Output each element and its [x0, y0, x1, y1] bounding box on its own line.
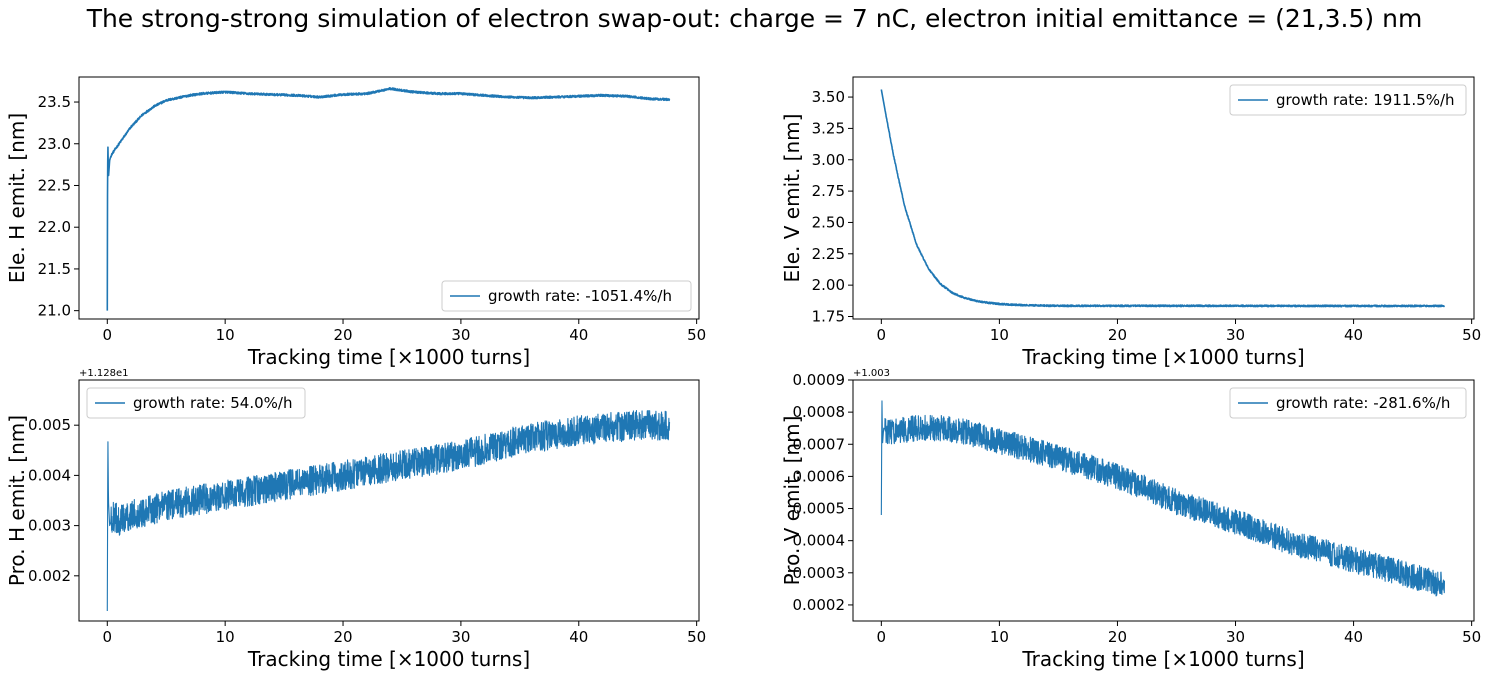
y-tick-label: 22.0	[38, 218, 71, 236]
y-tick-label: 0.0007	[793, 435, 846, 453]
y-axis-label: Pro. V emit. [nm]	[780, 416, 804, 586]
legend-label: growth rate: -281.6%/h	[1276, 394, 1450, 412]
x-tick-label: 40	[569, 628, 588, 646]
series-line	[880, 89, 1446, 308]
y-tick-label: 0.0009	[793, 371, 846, 389]
x-tick-label: 30	[1226, 628, 1245, 646]
y-offset-label: +1.003	[853, 368, 890, 379]
legend-box	[1229, 84, 1467, 116]
x-tick-label: 40	[1344, 326, 1363, 344]
axes-frame	[78, 379, 700, 622]
y-tick-label: 0.0005	[793, 500, 846, 518]
y-axis-label: Ele. V emit. [nm]	[780, 114, 804, 283]
x-tick-label: 0	[877, 628, 887, 646]
y-tick-label: 0.0008	[793, 403, 846, 421]
x-axis-label: Tracking time [×1000 turns]	[1021, 345, 1304, 369]
x-tick-label: 0	[103, 628, 113, 646]
x-tick-label: 20	[1108, 628, 1127, 646]
legend-box	[441, 280, 692, 312]
y-tick-label: 3.50	[812, 88, 845, 106]
x-tick-label: 10	[990, 326, 1009, 344]
x-tick-label: 0	[103, 326, 113, 344]
axes-frame	[852, 76, 1475, 320]
legend-label: growth rate: -1051.4%/h	[488, 287, 672, 305]
x-tick-label: 10	[990, 628, 1009, 646]
x-tick-label: 30	[1226, 326, 1245, 344]
y-tick-label: 21.5	[38, 260, 71, 278]
legend-label: growth rate: 54.0%/h	[133, 394, 292, 412]
axes-frame	[78, 76, 700, 320]
y-tick-label: 0.005	[28, 416, 71, 434]
legend-box	[1229, 387, 1467, 419]
y-tick-label: 2.75	[812, 182, 845, 200]
x-tick-label: 50	[687, 326, 706, 344]
series-line	[880, 400, 1446, 597]
x-tick-label: 0	[877, 326, 887, 344]
x-tick-label: 40	[569, 326, 588, 344]
x-tick-label: 10	[216, 628, 235, 646]
legend-label: growth rate: 1911.5%/h	[1276, 91, 1455, 109]
x-tick-label: 10	[216, 326, 235, 344]
figure-title: The strong-strong simulation of electron…	[86, 4, 1423, 33]
y-tick-label: 0.004	[28, 466, 71, 484]
y-axis-label: Ele. H emit. [nm]	[5, 113, 29, 283]
x-tick-label: 40	[1344, 628, 1363, 646]
y-tick-label: 2.50	[812, 213, 845, 231]
y-tick-label: 1.75	[812, 307, 845, 325]
y-tick-label: 0.0002	[793, 596, 846, 614]
y-tick-label: 23.5	[38, 93, 71, 111]
y-tick-label: 3.00	[812, 151, 845, 169]
series-line	[106, 410, 671, 611]
x-tick-label: 30	[451, 628, 470, 646]
y-tick-label: 3.25	[812, 119, 845, 137]
x-tick-label: 20	[333, 326, 352, 344]
y-tick-label: 21.0	[38, 302, 71, 320]
x-axis-label: Tracking time [×1000 turns]	[247, 345, 530, 369]
x-tick-label: 20	[333, 628, 352, 646]
axes-frame	[852, 379, 1475, 622]
y-tick-label: 0.0003	[793, 564, 846, 582]
y-axis-label: Pro. H emit. [nm]	[5, 415, 29, 586]
y-tick-label: 0.003	[28, 517, 71, 535]
x-tick-label: 30	[451, 326, 470, 344]
series-line	[106, 87, 671, 311]
x-axis-label: Tracking time [×1000 turns]	[247, 647, 530, 671]
legend-box	[86, 387, 306, 419]
x-axis-label: Tracking time [×1000 turns]	[1021, 647, 1304, 671]
x-tick-label: 20	[1108, 326, 1127, 344]
y-tick-label: 0.0004	[793, 532, 846, 550]
x-tick-label: 50	[1462, 628, 1481, 646]
y-tick-label: 22.5	[38, 176, 71, 194]
x-tick-label: 50	[687, 628, 706, 646]
y-offset-label: +1.128e1	[79, 368, 129, 379]
y-tick-label: 0.0006	[793, 467, 846, 485]
y-tick-label: 2.25	[812, 245, 845, 263]
y-tick-label: 0.002	[28, 567, 71, 585]
x-tick-label: 50	[1462, 326, 1481, 344]
y-tick-label: 23.0	[38, 135, 71, 153]
y-tick-label: 2.00	[812, 276, 845, 294]
